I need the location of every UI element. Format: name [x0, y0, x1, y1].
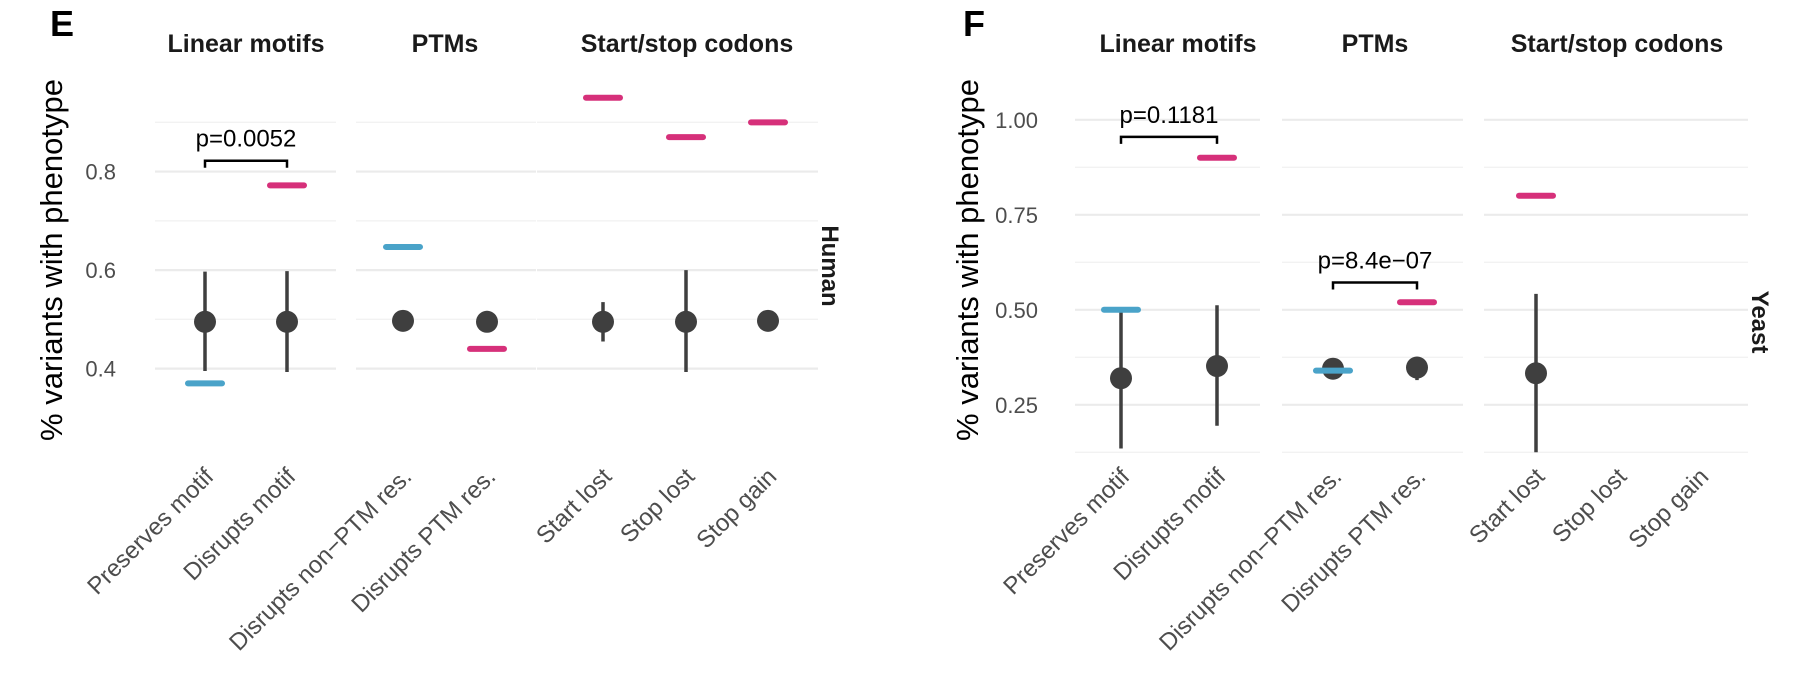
expected-point	[592, 310, 614, 333]
x-category-label: Stop gain	[691, 463, 782, 554]
facet-title: PTMs	[412, 30, 479, 58]
expected-point	[276, 310, 298, 333]
y-axis-title: % variants with phenotype	[950, 79, 985, 441]
y-tick-label: 0.8	[85, 160, 116, 185]
panel-letter: E	[50, 3, 74, 44]
x-category-label: Disrupts PTM res.	[346, 463, 501, 618]
p-value-label: p=0.1181	[1120, 102, 1219, 129]
facet-strip-label: Yeast	[1746, 291, 1773, 354]
panel-e: E % variants with phenotype 0.4 0.6 0.8 Human…	[34, 3, 843, 656]
significance-bracket	[1119, 135, 1219, 144]
x-category-label: Start lost	[1464, 463, 1550, 549]
facet-title: Linear motifs	[168, 30, 325, 58]
expected-point	[1525, 362, 1547, 385]
facet-title: Linear motifs	[1100, 30, 1257, 58]
x-category-label: Stop lost	[615, 463, 700, 548]
expected-point	[476, 310, 498, 333]
y-tick-label: 0.6	[85, 258, 116, 283]
expected-point	[1110, 367, 1132, 390]
facet-title: PTMs	[1342, 30, 1409, 58]
x-category-label: Stop lost	[1547, 463, 1632, 548]
x-category-label: Disrupts PTM res.	[1276, 463, 1431, 618]
p-value-label: p=8.4e−07	[1318, 247, 1433, 274]
y-tick-label: 0.4	[85, 357, 116, 382]
expected-point	[1206, 355, 1228, 378]
facet-title: Start/stop codons	[581, 30, 794, 58]
y-tick-label: 0.25	[995, 393, 1038, 418]
expected-point	[757, 309, 779, 332]
y-tick-label: 0.50	[995, 298, 1038, 323]
x-category-label: Start lost	[531, 463, 617, 549]
y-axis-title: % variants with phenotype	[34, 79, 69, 441]
expected-point	[1406, 356, 1428, 379]
x-category-label: Stop gain	[1623, 463, 1714, 554]
facet-strip-label: Human	[816, 225, 843, 306]
panel-letter: F	[963, 3, 985, 44]
panel-f: F % variants with phenotype 0.25 0.50 0.75 1.…	[950, 3, 1773, 656]
y-tick-label: 1.00	[995, 108, 1038, 133]
significance-bracket	[203, 159, 289, 168]
expected-point	[675, 310, 697, 333]
expected-point	[194, 310, 216, 333]
significance-bracket	[1331, 281, 1419, 290]
y-tick-label: 0.75	[995, 203, 1038, 228]
p-value-label: p=0.0052	[196, 126, 297, 153]
x-category-label: Preserves motif	[998, 463, 1135, 600]
facet-title: Start/stop codons	[1511, 30, 1724, 58]
expected-point	[392, 309, 414, 332]
